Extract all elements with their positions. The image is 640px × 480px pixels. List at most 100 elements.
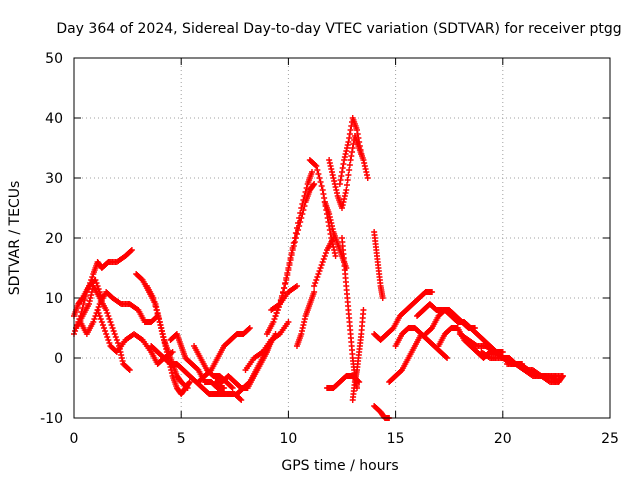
data-point xyxy=(313,277,320,283)
data-point xyxy=(109,325,116,331)
data-point xyxy=(319,187,326,193)
data-point xyxy=(555,379,562,385)
data-point xyxy=(168,370,175,376)
data-point xyxy=(349,145,356,151)
data-point xyxy=(186,379,193,385)
data-point xyxy=(326,157,333,163)
data-point xyxy=(154,311,161,317)
data-point xyxy=(361,163,368,169)
data-point xyxy=(339,202,346,208)
data-point xyxy=(113,337,120,343)
data-point xyxy=(444,355,451,361)
data-point xyxy=(315,271,322,277)
data-point xyxy=(312,162,319,168)
series-arc-20 xyxy=(311,235,337,289)
data-point xyxy=(339,169,345,175)
data-point xyxy=(288,250,295,256)
data-point xyxy=(312,280,319,286)
data-point xyxy=(356,143,363,149)
data-point xyxy=(342,190,349,196)
data-point xyxy=(313,163,320,169)
data-point xyxy=(319,259,326,265)
data-point xyxy=(362,166,369,172)
data-point xyxy=(360,157,367,163)
data-point xyxy=(349,149,356,155)
data-point xyxy=(110,328,117,334)
data-point xyxy=(326,214,333,220)
data-point xyxy=(344,182,351,188)
data-point xyxy=(346,135,353,141)
data-point xyxy=(86,301,93,307)
plot-frame xyxy=(73,57,611,419)
data-point xyxy=(108,322,115,328)
series-arc-30 xyxy=(371,289,436,343)
data-point xyxy=(293,283,300,289)
data-point xyxy=(559,373,566,379)
data-point xyxy=(308,169,315,175)
data-point xyxy=(358,151,365,157)
data-point xyxy=(98,319,105,325)
data-point xyxy=(331,250,338,256)
data-point xyxy=(345,139,352,145)
data-point xyxy=(338,173,345,179)
data-point xyxy=(186,380,193,386)
y-tick-label: 10 xyxy=(45,291,63,307)
data-point xyxy=(559,374,566,380)
data-point xyxy=(300,322,307,328)
data-point xyxy=(347,157,354,163)
series-arc-27 xyxy=(371,229,386,301)
data-point xyxy=(271,316,278,322)
data-point xyxy=(326,211,333,217)
data-point xyxy=(363,169,370,175)
data-point xyxy=(106,340,113,346)
data-point xyxy=(364,175,371,181)
data-point xyxy=(281,285,288,291)
series-arc-07 xyxy=(143,283,191,391)
data-point xyxy=(332,253,339,259)
data-point xyxy=(296,215,303,221)
data-point xyxy=(87,295,94,301)
data-point xyxy=(284,270,291,276)
data-point xyxy=(331,178,338,184)
series-arc-22 xyxy=(326,133,371,211)
data-point xyxy=(331,247,338,253)
data-point xyxy=(339,165,346,171)
data-point xyxy=(101,325,108,331)
series-arc-18 xyxy=(293,289,318,349)
data-point xyxy=(499,349,506,355)
data-point xyxy=(311,181,318,187)
data-point xyxy=(341,157,348,163)
data-point xyxy=(299,325,306,331)
data-point xyxy=(285,265,292,271)
data-point xyxy=(111,331,118,337)
data-point xyxy=(105,337,112,343)
data-point xyxy=(283,275,290,281)
data-point xyxy=(94,307,101,313)
y-tick-label: 30 xyxy=(45,171,63,187)
data-point xyxy=(326,160,333,166)
y-tick-labels: -10 0 10 20 30 40 50 xyxy=(40,51,63,427)
data-point xyxy=(356,379,363,385)
data-point xyxy=(289,245,296,251)
data-point xyxy=(90,319,97,325)
data-point xyxy=(93,280,100,286)
data-point xyxy=(303,185,310,191)
data-point xyxy=(114,340,121,346)
y-tick-label: 40 xyxy=(45,111,63,127)
data-point xyxy=(344,142,351,148)
data-point xyxy=(156,319,163,325)
data-point xyxy=(345,172,352,178)
data-point xyxy=(328,220,335,226)
data-point xyxy=(221,385,228,391)
data-point xyxy=(184,385,191,391)
series-arc-03 xyxy=(73,283,133,373)
y-tick-label: -10 xyxy=(40,411,63,427)
data-point xyxy=(343,148,350,154)
data-point xyxy=(317,179,324,185)
x-tick-label: 20 xyxy=(494,431,512,447)
data-point xyxy=(341,154,348,160)
data-point xyxy=(316,175,323,181)
data-point xyxy=(238,397,245,403)
